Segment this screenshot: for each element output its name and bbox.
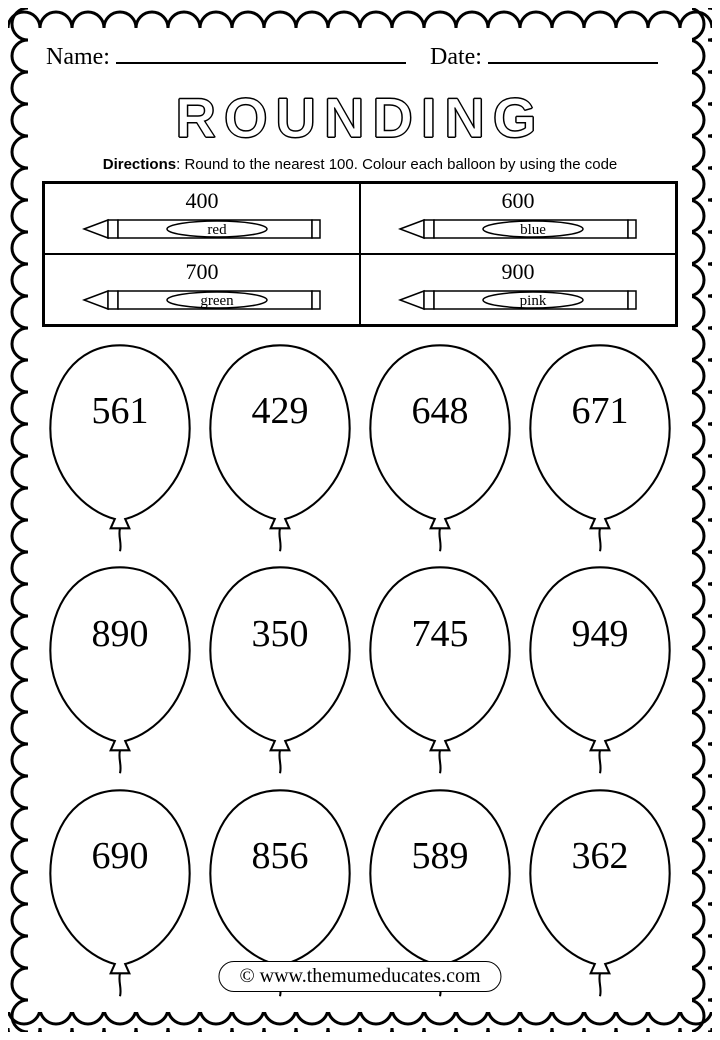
balloon[interactable]: 890 (42, 559, 198, 777)
balloon[interactable]: 648 (362, 337, 518, 555)
date-blank[interactable] (488, 42, 658, 64)
code-cell: 900 pink (360, 254, 676, 325)
balloon-number: 561 (92, 389, 149, 433)
directions-label: Directions (103, 156, 176, 173)
name-label: Name: (46, 44, 110, 71)
balloon-number: 690 (92, 834, 149, 878)
crayon-icon: green (82, 287, 322, 318)
page-title: ROUNDING (42, 85, 678, 150)
balloon-number: 890 (92, 612, 149, 656)
balloon[interactable]: 429 (202, 337, 358, 555)
balloon[interactable]: 561 (42, 337, 198, 555)
header-row: Name: Date: (46, 42, 674, 71)
svg-text:green: green (200, 293, 234, 309)
balloon-number: 648 (412, 389, 469, 433)
code-value: 900 (502, 259, 535, 285)
balloon[interactable]: 949 (522, 559, 678, 777)
balloon-number: 949 (572, 612, 629, 656)
balloon-number: 429 (252, 389, 309, 433)
date-label: Date: (430, 44, 482, 71)
balloon[interactable]: 671 (522, 337, 678, 555)
svg-text:red: red (207, 222, 227, 238)
balloon-number: 671 (572, 389, 629, 433)
code-cell: 700 green (44, 254, 360, 325)
footer-credit: © www.themumeducates.com (218, 961, 501, 992)
crayon-icon: blue (398, 216, 638, 247)
worksheet-page: Name: Date: ROUNDING Directions: Round t… (8, 8, 712, 1032)
svg-text:pink: pink (520, 293, 547, 309)
content-area: Name: Date: ROUNDING Directions: Round t… (36, 36, 684, 1004)
directions: Directions: Round to the nearest 100. Co… (42, 156, 678, 173)
crayon-icon: red (82, 216, 322, 247)
directions-text: : Round to the nearest 100. Colour each … (176, 156, 617, 173)
balloon-number: 362 (572, 834, 629, 878)
balloon[interactable]: 745 (362, 559, 518, 777)
code-value: 400 (186, 188, 219, 214)
svg-text:blue: blue (520, 222, 546, 238)
balloon-number: 856 (252, 834, 309, 878)
balloons-grid: 561 429 648 671 890 350 745 949 690 856 … (42, 337, 678, 1000)
code-value: 600 (502, 188, 535, 214)
code-cell: 400 red (44, 183, 360, 254)
code-cell: 600 blue (360, 183, 676, 254)
crayon-icon: pink (398, 287, 638, 318)
balloon[interactable]: 362 (522, 782, 678, 1000)
balloon-number: 589 (412, 834, 469, 878)
name-blank[interactable] (116, 42, 406, 64)
balloon-number: 350 (252, 612, 309, 656)
balloon[interactable]: 350 (202, 559, 358, 777)
color-code-table: 400 red 600 blue 700 green 900 pink (42, 181, 678, 327)
balloon-number: 745 (412, 612, 469, 656)
code-value: 700 (186, 259, 219, 285)
balloon[interactable]: 690 (42, 782, 198, 1000)
